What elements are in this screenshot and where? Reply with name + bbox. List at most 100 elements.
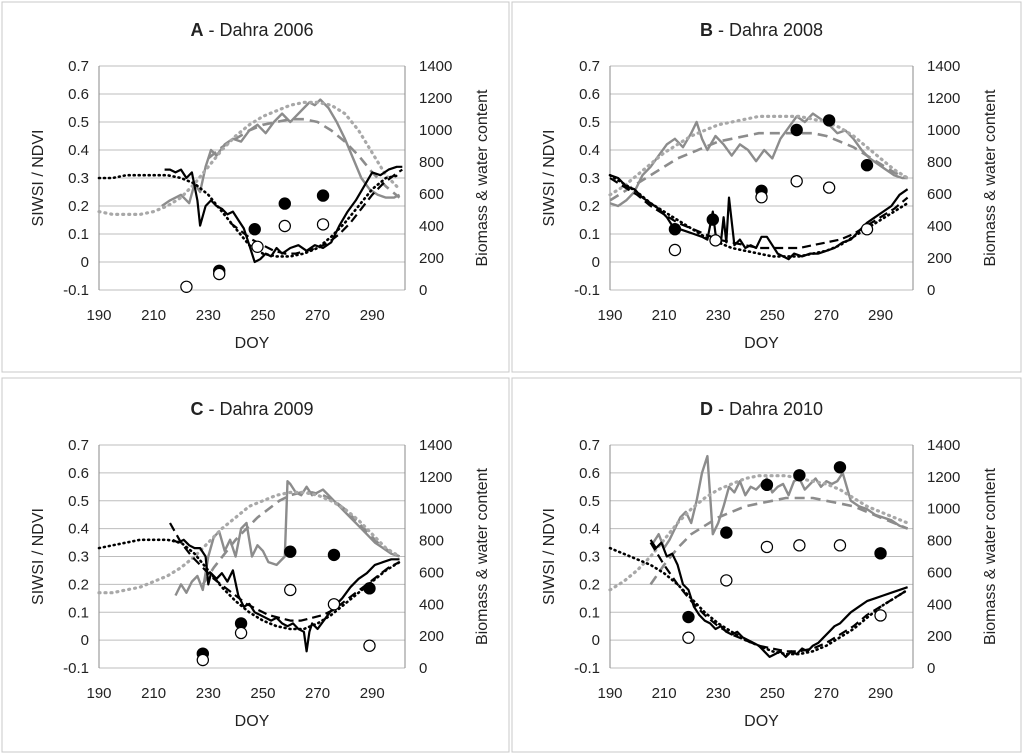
biomass-point [822,114,836,127]
y-tick-label: 0.2 [579,576,600,593]
biomass-point [833,461,847,474]
x-tick-label: 190 [597,685,622,702]
y2-axis-label: Biomass & water content [982,467,999,645]
water-content-point [316,218,330,231]
x-tick-label: 270 [305,307,330,324]
water-content-point [709,234,722,247]
y2-tick-label: 0 [419,282,427,299]
y2-tick-label: 1200 [419,469,452,486]
panel-title-text: - Dahra 2006 [203,20,313,40]
water-content-point [760,540,774,554]
y-tick-label: 0.3 [579,549,600,566]
series-grey-dot [97,100,402,216]
biomass-point [316,189,330,202]
y2-tick-label: 200 [927,628,952,645]
water-content-point [860,222,874,236]
panel-frame [511,377,1022,753]
y2-tick-label: 0 [927,282,935,299]
series-grey-solid [161,98,401,207]
y2-tick-label: 1200 [927,90,960,107]
y2-tick-label: 1000 [927,501,960,518]
panel-frame [511,1,1022,373]
y-tick-label: 0.2 [579,198,600,215]
y2-axis-label: Biomass & water content [474,467,491,645]
water-content-point [668,243,682,257]
series-black-dash [649,542,909,653]
x-tick-label: 230 [196,307,221,324]
x-tick-label: 190 [597,307,622,324]
water-content-point [180,280,193,293]
y2-tick-label: 600 [927,186,952,203]
y-tick-label: 0.4 [579,142,600,159]
x-tick-label: 230 [706,307,731,324]
x-axis-label: DOY [235,335,270,352]
x-axis-label: DOY [744,713,779,730]
water-content-point [833,539,847,552]
y2-tick-label: 1400 [419,58,452,75]
series-black-dot [97,538,401,631]
y2-tick-label: 400 [927,218,952,235]
y2-tick-label: 400 [419,596,444,613]
water-content-point [363,639,376,652]
water-content-point [213,267,226,281]
y-tick-label: -0.1 [574,660,600,677]
y2-tick-label: 0 [927,660,935,677]
panel-title-letter: D [700,399,713,419]
x-tick-label: 290 [360,307,385,324]
y2-tick-label: 400 [419,218,444,235]
x-tick-label: 270 [814,685,839,702]
water-content-point [793,539,806,552]
panel-b: -0.1 0 0.1 0.2 0.3 0.4 0.5 0.6 0.7 0 200 400 600 800 1… [511,1,1022,373]
series-grey-dot [97,490,402,595]
series-black-dot [608,546,909,656]
y-tick-label: 0.5 [68,493,89,510]
y2-tick-label: 1400 [927,58,960,75]
series-black-dash [169,522,400,622]
y-axis-label: SIWSI / NDVI [30,130,47,227]
y-tick-label: -0.1 [63,660,89,677]
y-tick-label: 0.3 [68,549,89,566]
panel-title-letter: A [190,20,203,40]
biomass-point [790,123,803,137]
y2-tick-label: 200 [419,250,444,267]
y-tick-label: 0 [81,254,89,271]
y-tick-label: 0.4 [579,521,600,538]
water-content-point [234,626,248,640]
biomass-point [793,469,806,482]
x-tick-label: 290 [868,307,893,324]
panel-title-letter: B [700,20,713,40]
y-tick-label: 0.6 [579,465,600,482]
biomass-point [327,548,341,562]
series-grey-dash [207,117,401,199]
series-grey-solid [174,480,400,597]
x-tick-label: 210 [141,307,166,324]
x-tick-label: 210 [652,307,677,324]
panel-frame [1,377,510,753]
y2-tick-label: 1400 [927,437,960,454]
y2-tick-label: 200 [927,250,952,267]
x-tick-label: 250 [250,685,275,702]
panel-title: B - Dahra 2008 [700,20,823,40]
panel-title: D - Dahra 2010 [700,399,823,419]
water-content-point [196,653,210,667]
x-tick-label: 270 [305,685,330,702]
y2-tick-label: 800 [927,154,952,171]
y-tick-label: 0.1 [68,604,89,621]
x-tick-label: 290 [360,685,385,702]
x-tick-label: 230 [706,685,731,702]
series-grey-dash [609,131,909,202]
series-grey-dash [649,496,909,586]
y-tick-label: 0.5 [579,114,600,131]
panel-title-letter: C [190,399,203,419]
y-tick-label: 0.7 [579,437,600,454]
water-content-point [327,598,341,611]
series-black-dot [97,173,401,258]
biomass-point [668,222,682,236]
panel-frame [1,1,510,373]
series-black-dash [609,177,909,250]
panel-c: -0.1 0 0.1 0.2 0.3 0.4 0.5 0.6 0.7 0 200 400 600 800 1… [1,377,510,753]
y2-tick-label: 200 [419,628,444,645]
y-tick-label: 0.6 [579,86,600,103]
series-black-solid [649,539,908,659]
y2-tick-label: 1200 [419,90,452,107]
